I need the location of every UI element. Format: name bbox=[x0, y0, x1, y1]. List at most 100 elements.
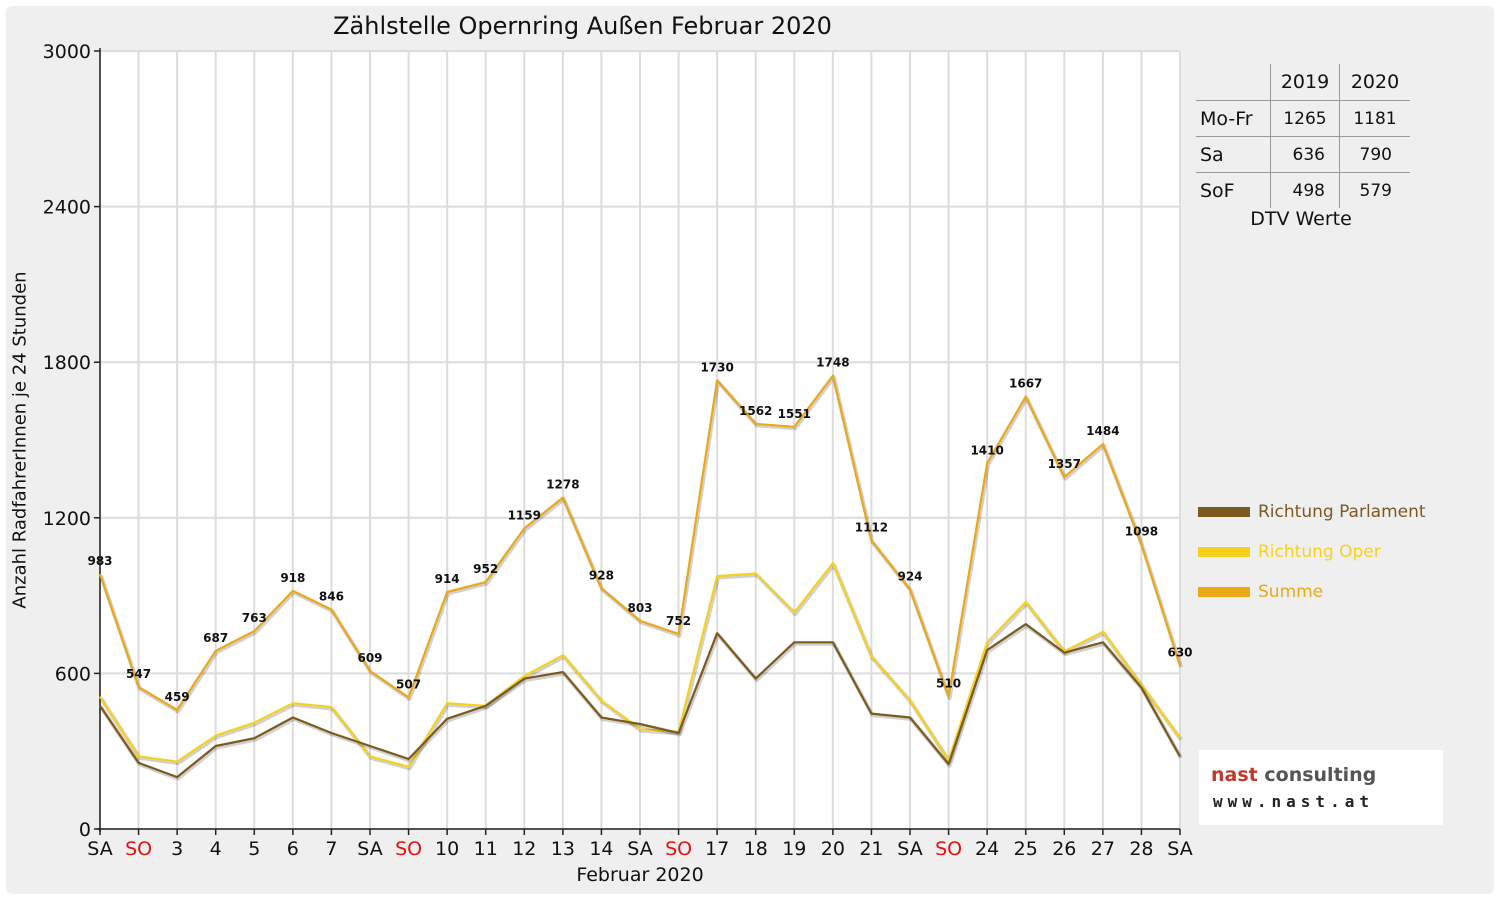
data-label: 918 bbox=[280, 571, 305, 585]
data-label: 846 bbox=[319, 590, 344, 604]
dtv-value-2019: 636 bbox=[1270, 136, 1340, 173]
data-label: 1730 bbox=[700, 360, 733, 374]
x-tick-label: SO bbox=[125, 838, 152, 860]
dtv-value-2019: 498 bbox=[1270, 172, 1340, 208]
dtv-header-empty bbox=[1196, 64, 1271, 101]
data-label: 1098 bbox=[1125, 524, 1158, 538]
x-tick-label: 3 bbox=[171, 838, 183, 860]
legend-item-parlament: Richtung Parlament bbox=[1198, 492, 1426, 532]
data-label: 1278 bbox=[546, 478, 579, 492]
data-label: 687 bbox=[203, 631, 228, 645]
y-tick-label: 600 bbox=[55, 663, 91, 685]
x-tick-label: SO bbox=[935, 838, 962, 860]
data-label: 928 bbox=[589, 568, 614, 582]
x-tick-label: 28 bbox=[1129, 838, 1153, 860]
x-tick-label: 27 bbox=[1091, 838, 1115, 860]
x-tick-label: 10 bbox=[435, 838, 459, 860]
data-label: 1667 bbox=[1009, 377, 1042, 391]
x-tick-label: SO bbox=[395, 838, 422, 860]
legend-swatch bbox=[1198, 547, 1250, 557]
x-tick-label: 24 bbox=[975, 838, 999, 860]
data-label: 1159 bbox=[508, 508, 541, 522]
legend: Richtung Parlament Richtung Oper Summe bbox=[1198, 492, 1426, 612]
dtv-value-2020: 790 bbox=[1339, 136, 1410, 173]
chart-title: Zählstelle Opernring Außen Februar 2020 bbox=[333, 12, 832, 40]
series-line bbox=[99, 562, 1181, 768]
legend-swatch bbox=[1198, 587, 1250, 597]
y-tick-label: 2400 bbox=[43, 197, 91, 219]
data-label: 983 bbox=[87, 554, 112, 568]
x-tick-label: 4 bbox=[210, 838, 222, 860]
data-label: 752 bbox=[666, 614, 691, 628]
data-label: 924 bbox=[897, 569, 922, 583]
data-label: 459 bbox=[165, 690, 190, 704]
x-tick-label: SA bbox=[627, 838, 652, 860]
logo-url: www.nast.at bbox=[1213, 792, 1374, 811]
x-tick-label: SA bbox=[1167, 838, 1192, 860]
data-label: 507 bbox=[396, 678, 421, 692]
data-label: 1410 bbox=[970, 443, 1003, 457]
x-tick-label: 13 bbox=[551, 838, 575, 860]
legend-label: Summe bbox=[1258, 582, 1324, 602]
data-label: 1562 bbox=[739, 404, 772, 418]
dtv-row-label: SoF bbox=[1196, 172, 1271, 208]
data-label: 609 bbox=[357, 651, 382, 665]
data-label: 1748 bbox=[816, 356, 849, 370]
legend-item-oper: Richtung Oper bbox=[1198, 532, 1426, 572]
data-label: 1551 bbox=[778, 407, 811, 421]
dtv-caption: DTV Werte bbox=[1250, 208, 1352, 230]
x-tick-label: 7 bbox=[325, 838, 337, 860]
dtv-header-2020: 2020 bbox=[1339, 64, 1410, 101]
series-line-shadow bbox=[99, 623, 1183, 781]
x-axis-label: Februar 2020 bbox=[576, 864, 704, 886]
dtv-row-label: Mo-Fr bbox=[1196, 100, 1271, 137]
data-label: 952 bbox=[473, 562, 498, 576]
data-label: 1357 bbox=[1048, 457, 1081, 471]
data-label: 547 bbox=[126, 667, 151, 681]
x-tick-label: 25 bbox=[1014, 838, 1038, 860]
data-label: 510 bbox=[936, 677, 961, 691]
y-tick-label: 3000 bbox=[43, 41, 91, 63]
data-label: 1112 bbox=[855, 521, 888, 535]
legend-item-summe: Summe bbox=[1198, 572, 1426, 612]
data-label: 914 bbox=[435, 572, 460, 586]
x-tick-label: SO bbox=[665, 838, 692, 860]
series-line bbox=[99, 622, 1181, 779]
x-tick-label: SA bbox=[357, 838, 382, 860]
legend-label: Richtung Oper bbox=[1258, 542, 1381, 562]
dtv-value-2019: 1265 bbox=[1270, 100, 1340, 137]
x-tick-label: 26 bbox=[1052, 838, 1076, 860]
data-label: 803 bbox=[627, 601, 652, 615]
legend-swatch bbox=[1198, 507, 1250, 517]
x-tick-label: 14 bbox=[589, 838, 613, 860]
x-tick-label: SA bbox=[897, 838, 922, 860]
data-label: 763 bbox=[242, 611, 267, 625]
x-tick-label: 21 bbox=[859, 838, 883, 860]
data-label: 1484 bbox=[1086, 424, 1119, 438]
y-tick-label: 0 bbox=[79, 819, 91, 841]
company-logo: nast consulting www.nast.at bbox=[1199, 750, 1443, 825]
x-tick-label: 5 bbox=[248, 838, 260, 860]
dtv-table: 2019 2020 Mo-Fr 1265 1181 Sa 636 790 SoF… bbox=[1196, 64, 1410, 208]
logo-name: nast consulting bbox=[1211, 764, 1377, 786]
series-line-shadow bbox=[99, 562, 1183, 771]
x-tick-label: 17 bbox=[705, 838, 729, 860]
y-axis-label: Anzahl RadfahrerInnen je 24 Stunden bbox=[9, 271, 31, 609]
x-tick-label: SA bbox=[87, 838, 112, 860]
x-tick-label: 19 bbox=[782, 838, 806, 860]
data-label: 630 bbox=[1167, 646, 1192, 660]
x-tick-label: 20 bbox=[821, 838, 845, 860]
dtv-header-2019: 2019 bbox=[1270, 64, 1340, 101]
dtv-value-2020: 579 bbox=[1339, 172, 1410, 208]
series-line bbox=[98, 374, 1182, 712]
dtv-value-2020: 1181 bbox=[1339, 100, 1410, 137]
dtv-row-label: Sa bbox=[1196, 136, 1271, 173]
x-tick-label: 6 bbox=[287, 838, 299, 860]
y-tick-label: 1800 bbox=[43, 352, 91, 374]
y-tick-label: 1200 bbox=[43, 508, 91, 530]
x-tick-label: 12 bbox=[512, 838, 536, 860]
legend-label: Richtung Parlament bbox=[1258, 502, 1426, 522]
x-tick-label: 18 bbox=[744, 838, 768, 860]
x-tick-label: 11 bbox=[474, 838, 498, 860]
